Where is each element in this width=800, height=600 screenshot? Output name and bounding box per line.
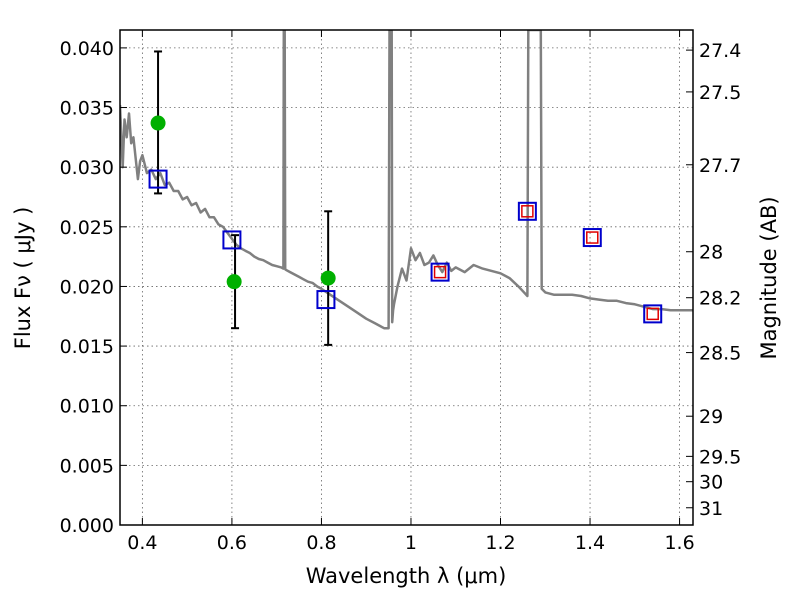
tick-labels: 0.4 0.6 0.8 1 1.2 1.4 1.6 0.000 0.005 0.010 0.015 0… xyxy=(60,38,742,554)
y-tick-label: 0.035 xyxy=(60,98,114,120)
mag-tick-label: 29 xyxy=(699,406,723,428)
red-square-marker xyxy=(521,205,534,218)
y-tick-label: 0.025 xyxy=(60,217,114,239)
x-tick-label: 0.8 xyxy=(306,532,336,554)
y-tick-label: 0.030 xyxy=(60,157,114,179)
mag-tick-label: 29.5 xyxy=(699,446,741,468)
mag-tick-label: 28 xyxy=(699,242,723,264)
mag-tick-label: 31 xyxy=(699,498,723,520)
right-axis-title: Magnitude (AB) xyxy=(757,196,781,359)
red-square-marker xyxy=(586,231,599,244)
y-tick-label: 0.010 xyxy=(60,396,114,418)
mag-tick-label: 30 xyxy=(699,472,723,494)
x-tick-label: 1 xyxy=(405,532,417,554)
observed-point xyxy=(320,270,336,286)
model-sed-curve xyxy=(120,30,693,330)
mag-tick-label: 27.4 xyxy=(699,40,741,62)
x-tick-label: 1.6 xyxy=(664,532,694,554)
x-tick-label: 0.4 xyxy=(127,532,157,554)
y-tick-label: 0.040 xyxy=(60,38,114,60)
observed-points xyxy=(150,115,336,290)
blue-square-marker xyxy=(222,230,242,250)
y-tick-label: 0.015 xyxy=(60,336,114,358)
blue-square-marker xyxy=(430,262,450,282)
red-square-marker xyxy=(646,307,659,321)
blue-square-marker xyxy=(316,290,336,310)
blue-square-marker xyxy=(517,201,537,221)
mag-tick-label: 27.7 xyxy=(699,155,741,177)
blue-square-marker xyxy=(643,304,663,324)
grid-lines xyxy=(120,30,693,526)
y-tick-label: 0.000 xyxy=(60,515,114,537)
y-axis-title: Flux Fν ( μJy ) xyxy=(11,207,35,350)
blue-square-marker xyxy=(582,228,602,248)
axis-ticks xyxy=(120,30,693,526)
x-tick-label: 1.2 xyxy=(485,532,515,554)
y-tick-label: 0.005 xyxy=(60,455,114,477)
x-axis-title: Wavelength λ (μm) xyxy=(306,564,507,588)
y-tick-label: 0.020 xyxy=(60,276,114,298)
red-square-marker xyxy=(433,265,447,279)
mag-tick-label: 28.2 xyxy=(699,288,741,310)
x-tick-label: 0.6 xyxy=(217,532,247,554)
x-tick-label: 1.4 xyxy=(575,532,605,554)
band-flux-squares xyxy=(148,169,663,324)
observed-point xyxy=(150,115,166,131)
blue-square-marker xyxy=(148,169,168,189)
mag-tick-label: 27.5 xyxy=(699,82,741,104)
mag-tick-label: 28.5 xyxy=(699,343,741,365)
plot-frame xyxy=(119,29,694,526)
sed-curve-path xyxy=(120,30,693,330)
observed-point xyxy=(226,274,242,290)
